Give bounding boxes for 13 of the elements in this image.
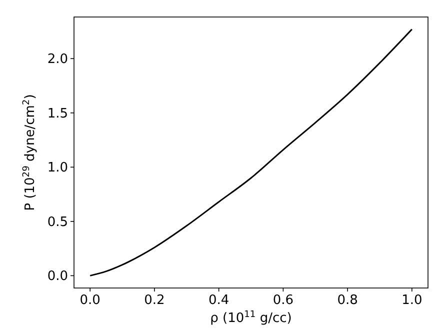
y-tick-label: 0.0 — [47, 269, 68, 284]
y-tick-label: 2.0 — [47, 52, 68, 68]
x-tick-label: 0.0 — [80, 293, 100, 308]
line-series — [89, 28, 413, 276]
y-tick-label: 1.0 — [47, 160, 68, 176]
y-tick-label: 0.5 — [47, 214, 68, 230]
x-tick-label: 0.8 — [337, 293, 358, 308]
x-tick-label: 0.6 — [272, 293, 294, 308]
x-tick-label: 0.4 — [208, 293, 230, 308]
x-tick-label: 0.2 — [144, 293, 165, 308]
x-axis-title: ρ (10$^{11}$ g/cc) — [210, 310, 292, 326]
y-tick-label: 1.5 — [47, 106, 68, 122]
x-tick-label: 1.0 — [402, 293, 422, 308]
